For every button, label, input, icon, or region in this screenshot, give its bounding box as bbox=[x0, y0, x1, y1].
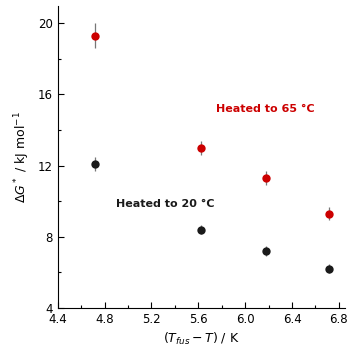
X-axis label: $(T_{fus} - T)$ / K: $(T_{fus} - T)$ / K bbox=[163, 331, 239, 347]
Text: Heated to 20 °C: Heated to 20 °C bbox=[116, 198, 215, 209]
Text: Heated to 65 °C: Heated to 65 °C bbox=[216, 104, 314, 114]
Y-axis label: $\Delta G^*$ / kJ mol$^{-1}$: $\Delta G^*$ / kJ mol$^{-1}$ bbox=[13, 111, 32, 203]
